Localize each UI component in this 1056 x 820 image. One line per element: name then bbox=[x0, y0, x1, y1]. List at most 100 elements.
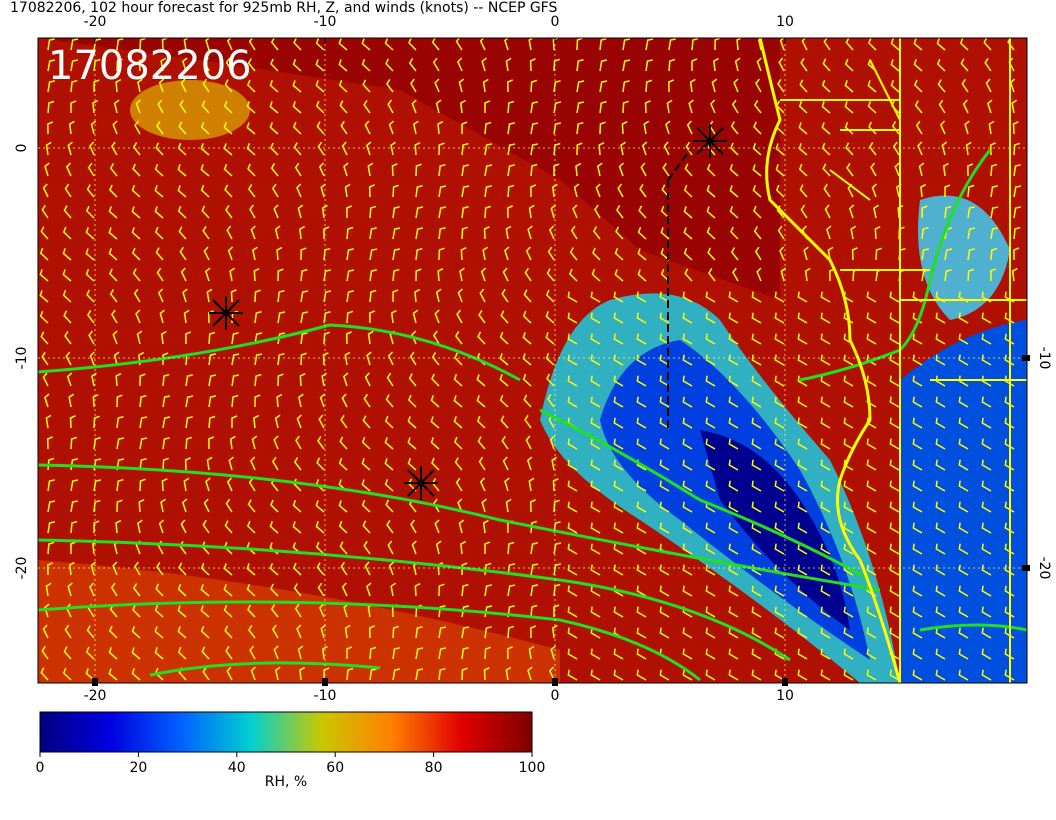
barb bbox=[504, 477, 510, 492]
contour bbox=[919, 623, 1027, 632]
barb bbox=[246, 79, 256, 93]
barb bbox=[936, 58, 946, 72]
barb bbox=[184, 457, 191, 471]
barb bbox=[659, 438, 670, 450]
contour bbox=[38, 323, 521, 382]
barb bbox=[338, 59, 348, 72]
barb bbox=[204, 267, 211, 282]
barb bbox=[299, 373, 306, 387]
barb bbox=[409, 351, 417, 366]
barb bbox=[682, 564, 693, 576]
barb bbox=[139, 38, 146, 51]
barb bbox=[432, 498, 440, 513]
barb bbox=[659, 375, 670, 387]
barb bbox=[912, 669, 923, 681]
barb bbox=[300, 352, 307, 366]
barb bbox=[208, 374, 217, 387]
barb bbox=[820, 459, 831, 471]
barb bbox=[392, 248, 401, 261]
barb bbox=[912, 543, 923, 555]
track bbox=[667, 149, 691, 430]
barb bbox=[529, 499, 536, 513]
barb bbox=[774, 459, 785, 471]
barb bbox=[368, 184, 375, 198]
barb bbox=[1004, 585, 1015, 597]
barb bbox=[479, 477, 486, 492]
barb bbox=[567, 585, 578, 597]
barb bbox=[200, 164, 210, 177]
barb bbox=[823, 183, 831, 198]
barb bbox=[85, 227, 95, 240]
barb bbox=[453, 436, 463, 450]
barb bbox=[522, 332, 532, 345]
barb bbox=[636, 396, 647, 408]
barb bbox=[185, 416, 193, 429]
barb bbox=[636, 501, 647, 513]
barb bbox=[912, 375, 923, 387]
barb bbox=[774, 438, 785, 450]
barb bbox=[590, 606, 601, 618]
barb bbox=[93, 499, 101, 513]
barb bbox=[156, 120, 164, 135]
barb bbox=[866, 459, 877, 471]
barb bbox=[39, 290, 49, 303]
barb bbox=[729, 164, 739, 177]
barb bbox=[594, 204, 601, 219]
barb bbox=[224, 184, 233, 198]
barb bbox=[484, 143, 492, 156]
barb bbox=[728, 438, 739, 450]
barb bbox=[435, 99, 442, 114]
barb bbox=[132, 604, 141, 618]
barb bbox=[47, 80, 55, 93]
barb bbox=[315, 80, 325, 93]
barb bbox=[912, 564, 923, 576]
barb bbox=[935, 606, 946, 618]
barb bbox=[338, 79, 348, 93]
barb bbox=[177, 626, 187, 639]
barb bbox=[157, 288, 164, 303]
barb bbox=[843, 669, 854, 681]
barb bbox=[913, 79, 923, 93]
barb bbox=[684, 163, 693, 177]
barb bbox=[300, 311, 309, 324]
barb bbox=[553, 604, 560, 618]
barb bbox=[161, 478, 168, 492]
contour bbox=[539, 408, 871, 582]
barb bbox=[155, 583, 164, 597]
barb bbox=[1004, 522, 1015, 534]
barb bbox=[682, 291, 693, 303]
barb bbox=[271, 624, 279, 639]
barb bbox=[827, 246, 834, 261]
barb bbox=[799, 79, 808, 93]
barb bbox=[85, 668, 95, 681]
barb bbox=[346, 290, 354, 303]
barb bbox=[730, 226, 739, 240]
barb bbox=[385, 58, 394, 72]
barb bbox=[208, 353, 216, 366]
barb bbox=[820, 585, 831, 597]
barb bbox=[407, 458, 417, 471]
barb bbox=[155, 142, 164, 156]
barb bbox=[254, 373, 262, 387]
barb bbox=[1011, 99, 1018, 114]
barb bbox=[182, 288, 188, 303]
barb bbox=[798, 100, 808, 114]
barb bbox=[340, 561, 348, 576]
barb bbox=[415, 227, 424, 240]
barb bbox=[890, 59, 900, 72]
barb bbox=[682, 648, 693, 660]
barb bbox=[392, 625, 400, 639]
barb bbox=[774, 354, 785, 366]
barb bbox=[414, 583, 421, 597]
barb bbox=[530, 604, 538, 618]
barb bbox=[316, 562, 325, 576]
barb bbox=[162, 457, 169, 471]
barb bbox=[223, 163, 233, 177]
barb bbox=[438, 142, 445, 156]
barb bbox=[866, 375, 877, 387]
barb bbox=[613, 417, 624, 429]
barb bbox=[567, 627, 578, 639]
barb bbox=[590, 522, 601, 534]
barb bbox=[645, 79, 653, 93]
barb bbox=[822, 58, 831, 72]
